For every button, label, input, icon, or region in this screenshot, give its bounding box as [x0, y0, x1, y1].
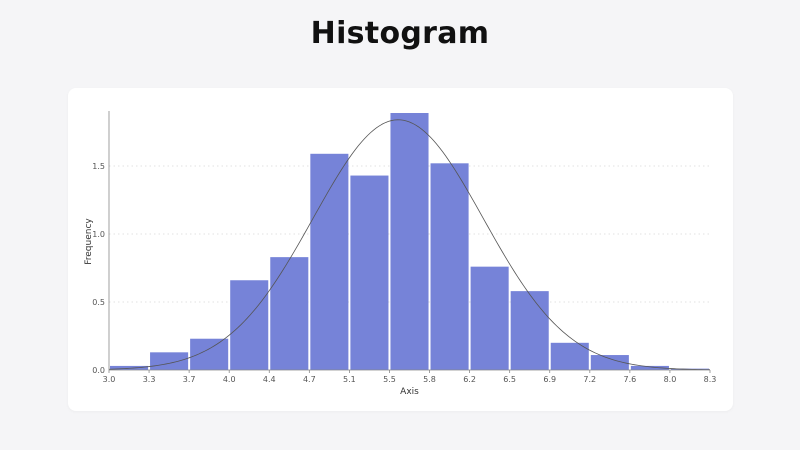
x-tick-label: 3.0	[103, 375, 116, 384]
y-axis-label: Frequency	[84, 218, 94, 265]
x-tick-label: 5.8	[423, 375, 436, 384]
x-tick-label: 6.9	[543, 375, 556, 384]
histogram-bar	[630, 365, 669, 370]
normal-curve	[108, 119, 711, 371]
x-tick-label: 8.3	[704, 375, 717, 384]
histogram-chart: 0.0 0.5 1.0 1.5 3.0 3.3 3.7 4.0 4.4 4.7 5.1 5.5 5.8…	[84, 111, 717, 397]
histogram-bar	[230, 280, 269, 370]
histogram-bar	[550, 342, 589, 370]
chart-card: 0.0 0.5 1.0 1.5 3.0 3.3 3.7 4.0 4.4 4.7 5.1 5.5 5.8…	[68, 88, 733, 411]
grid-lines	[109, 165, 710, 303]
y-tick-label: 0.5	[92, 298, 105, 307]
x-tick-label: 5.5	[383, 375, 396, 384]
x-tick-label: 8.0	[664, 375, 677, 384]
y-tick-labels: 0.0 0.5 1.0 1.5	[92, 162, 105, 375]
x-tick-label: 7.2	[583, 375, 596, 384]
chart-title: Histogram	[310, 16, 490, 51]
x-tick-label: 6.5	[503, 375, 516, 384]
histogram-bar	[150, 352, 189, 370]
histogram-bar	[430, 163, 469, 370]
x-tick-label: 3.3	[143, 375, 156, 384]
histogram-bar	[470, 266, 509, 370]
x-axis-label: Axis	[400, 387, 419, 397]
x-tick-label: 5.1	[343, 375, 356, 384]
histogram-bar	[590, 355, 629, 370]
x-tick-label: 4.0	[223, 375, 236, 384]
x-tick-label: 3.7	[183, 375, 196, 384]
x-tick-label: 4.4	[263, 375, 276, 384]
histogram-bar	[310, 153, 349, 370]
x-tick-labels: 3.0 3.3 3.7 4.0 4.4 4.7 5.1 5.5 5.8 6.2 6.5 6.9 7.2 7…	[103, 370, 717, 384]
histogram-bar	[390, 113, 429, 370]
y-tick-label: 0.0	[92, 366, 105, 375]
x-tick-label: 4.7	[303, 375, 316, 384]
y-tick-label: 1.5	[92, 162, 105, 171]
x-tick-label: 6.2	[463, 375, 476, 384]
x-tick-label: 7.6	[623, 375, 636, 384]
y-tick-label: 1.0	[92, 230, 105, 239]
histogram-bar	[350, 175, 389, 370]
bars	[110, 113, 709, 370]
histogram-bar	[190, 338, 229, 370]
histogram-bar	[270, 257, 309, 370]
histogram-bar	[510, 291, 549, 370]
